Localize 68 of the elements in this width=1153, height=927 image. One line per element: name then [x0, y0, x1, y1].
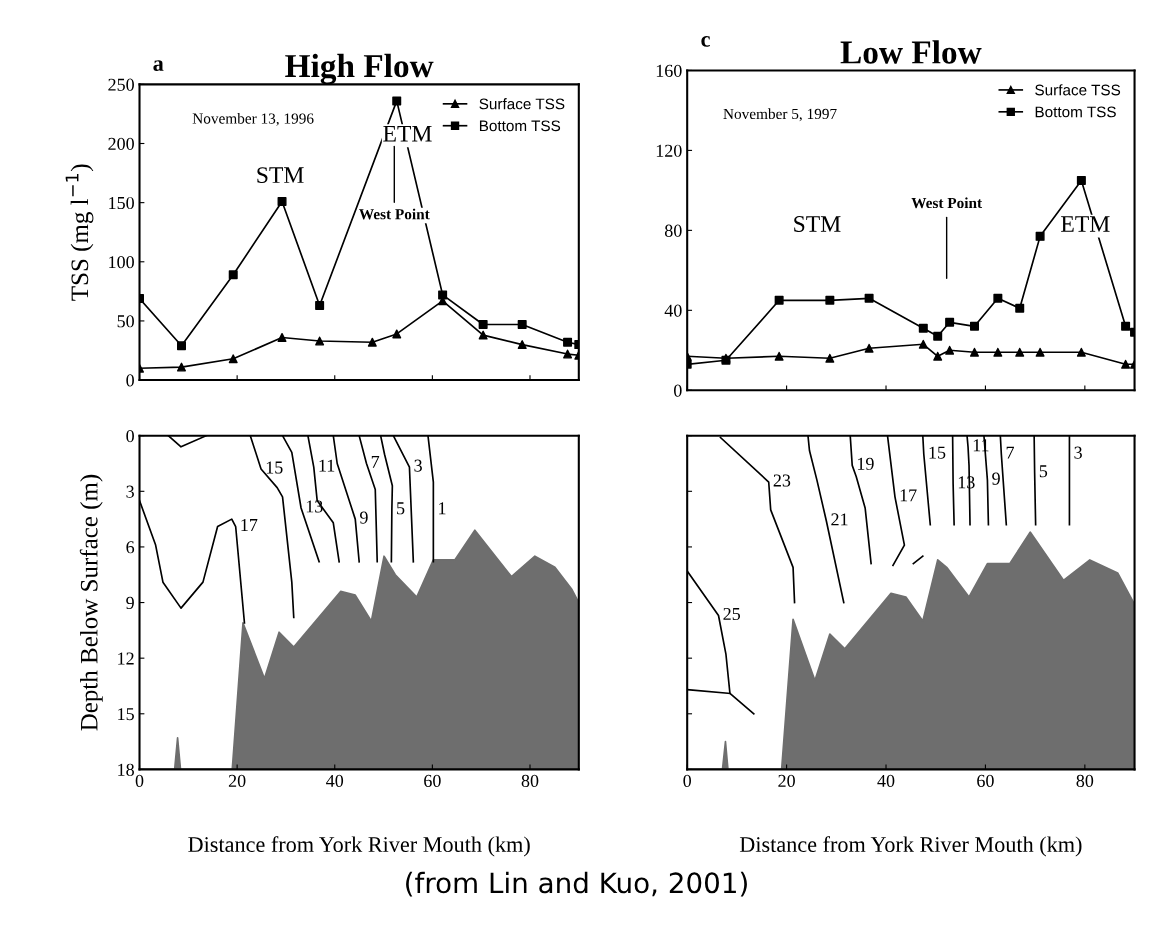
x-axis-title: Distance from York River Mouth (km): [739, 836, 1082, 857]
y-tick-label: 120: [656, 144, 682, 157]
y-axis-title: Depth Below Surface (m): [79, 474, 103, 731]
y-tick-label: 160: [656, 64, 682, 77]
series-label: 15: [929, 446, 946, 459]
y-tick-label: 6: [126, 541, 135, 554]
x-tick-label: 20: [778, 774, 795, 787]
series-label: 1: [439, 502, 446, 515]
series-label: 7: [1006, 446, 1015, 459]
y-tick-label: 100: [109, 256, 134, 269]
series-label: 7: [371, 456, 380, 468]
series-label: 11: [319, 459, 335, 472]
annotation: West Point: [911, 197, 983, 209]
y-tick-label: 0: [126, 374, 134, 387]
series-label: 19: [857, 457, 874, 470]
x-tick-label: 80: [521, 774, 539, 787]
x-tick-label: 40: [326, 774, 344, 787]
series-label: 9: [360, 511, 368, 524]
y-tick-label: 9: [126, 596, 134, 609]
x-tick-label: 0: [135, 774, 144, 787]
x-tick-label: 80: [1076, 774, 1094, 787]
text: a: [153, 60, 164, 71]
series-label: 3: [414, 459, 422, 472]
series-label: 25: [723, 607, 741, 621]
series-label: 5: [397, 502, 405, 515]
x-tick-label: 40: [877, 774, 895, 787]
y-tick-label: 200: [108, 137, 134, 150]
series-label: 15: [266, 461, 283, 474]
y-tick-label: 0: [126, 429, 134, 443]
series-label: 5: [1039, 465, 1048, 478]
x-tick-label: 60: [424, 774, 441, 787]
y-tick-label: 150: [109, 196, 134, 210]
legend-label: Bottom TSS: [479, 120, 561, 132]
text: c: [701, 36, 710, 47]
series-label: 17: [241, 518, 258, 531]
series-label: 13: [306, 500, 323, 513]
y-tick-label: 3: [126, 485, 134, 498]
y-axis-title: TSS (mg l$^{−1}$): [65, 164, 94, 301]
x-tick-label: 20: [228, 774, 246, 787]
annotation: West Point: [359, 208, 430, 220]
y-tick-label: 18: [118, 763, 134, 776]
series-label: 3: [1074, 446, 1082, 459]
y-tick-label: 0: [673, 384, 682, 397]
series-label: 17: [900, 489, 917, 502]
chart-title: High Flow: [285, 53, 434, 85]
annotation: ETM: [1061, 216, 1110, 232]
x-axis-title: Distance from York River Mouth (km): [188, 836, 530, 857]
y-tick-label: 15: [118, 708, 134, 721]
text: (from Lin and Kuo, 2001): [406, 871, 747, 897]
annotation: STM: [257, 167, 304, 184]
y-tick-label: 80: [664, 224, 682, 237]
y-tick-label: 250: [108, 78, 134, 91]
series-label: 21: [831, 513, 848, 526]
annotation: November 5, 1997: [723, 108, 837, 122]
annotation: STM: [794, 216, 841, 232]
annotation: November 13, 1996: [192, 112, 314, 126]
chart-title: Low Flow: [840, 40, 982, 64]
series-label: 23: [773, 474, 791, 487]
x-tick-label: 60: [977, 774, 994, 787]
x-tick-label: 0: [683, 774, 692, 787]
y-tick-label: 50: [117, 315, 134, 328]
y-tick-label: 12: [118, 652, 134, 665]
legend-label: Surface TSS: [479, 98, 565, 110]
legend-label: Bottom TSS: [1035, 106, 1116, 118]
annotation: ETM: [383, 125, 432, 142]
series-label: 9: [992, 472, 1000, 485]
y-tick-label: 40: [664, 304, 682, 317]
legend-label: Surface TSS: [1035, 84, 1121, 96]
